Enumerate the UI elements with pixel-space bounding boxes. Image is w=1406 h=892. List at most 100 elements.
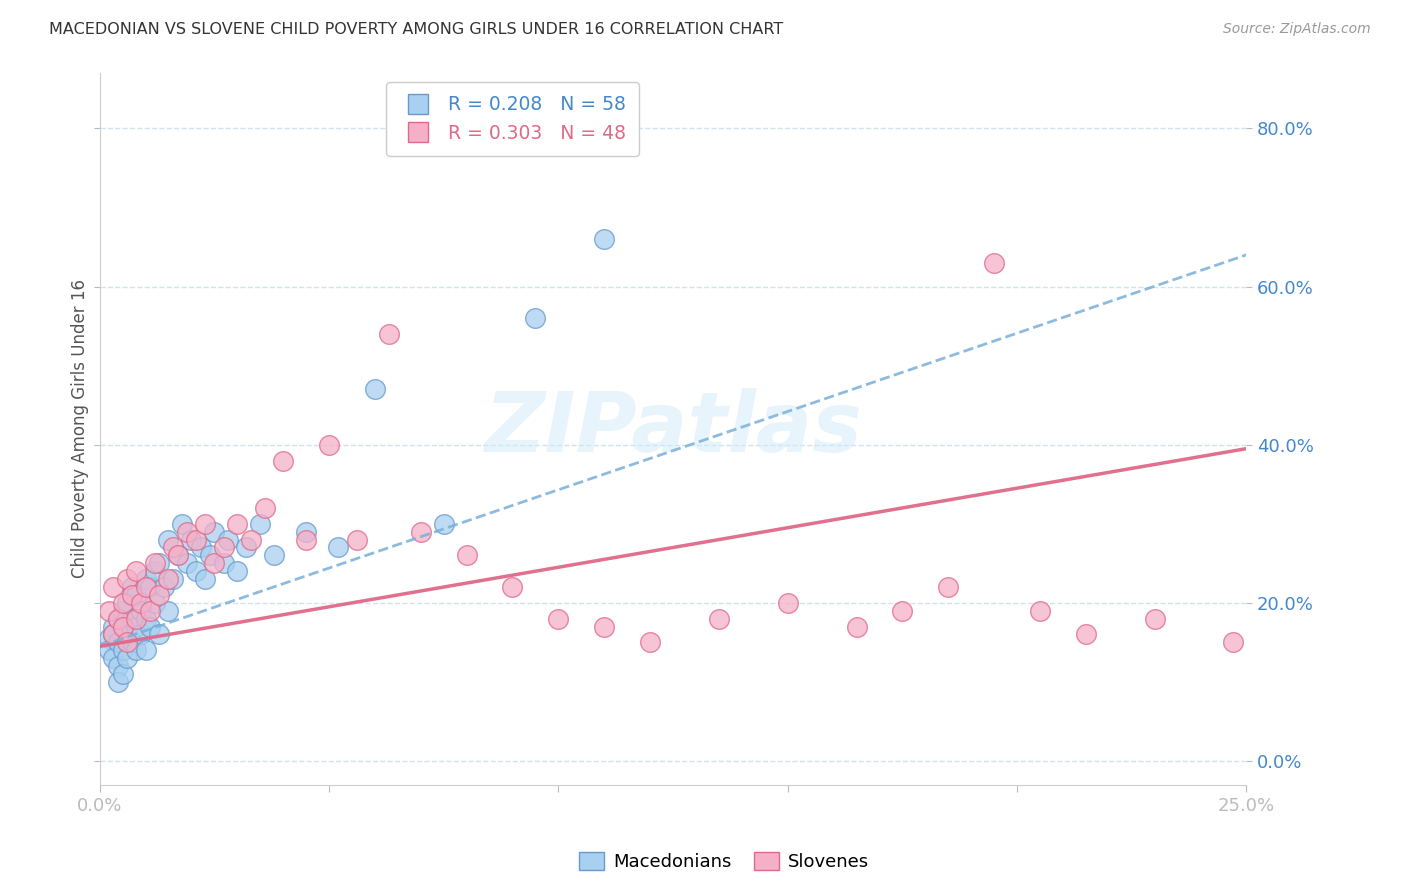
Point — [111, 596, 134, 610]
Point — [318, 438, 340, 452]
Point — [97, 643, 120, 657]
Point — [148, 557, 170, 571]
Point — [148, 588, 170, 602]
Point — [153, 580, 176, 594]
Point — [129, 604, 152, 618]
Text: ZIPatlas: ZIPatlas — [484, 388, 862, 469]
Point — [502, 580, 524, 594]
Point — [111, 667, 134, 681]
Point — [202, 524, 225, 539]
Point — [240, 533, 263, 547]
Point — [143, 557, 166, 571]
Point — [253, 500, 276, 515]
Point — [593, 232, 616, 246]
Point — [226, 516, 249, 531]
Point — [845, 619, 868, 633]
Point — [184, 564, 207, 578]
Point — [891, 604, 914, 618]
Point — [707, 612, 730, 626]
Point — [125, 564, 148, 578]
Point — [328, 541, 350, 555]
Point — [983, 256, 1005, 270]
Point — [125, 619, 148, 633]
Point — [139, 619, 162, 633]
Point — [194, 572, 217, 586]
Point — [249, 516, 271, 531]
Point — [139, 580, 162, 594]
Point — [547, 612, 569, 626]
Point — [115, 596, 138, 610]
Point — [162, 541, 184, 555]
Point — [107, 612, 129, 626]
Point — [143, 596, 166, 610]
Point — [1143, 612, 1166, 626]
Text: Source: ZipAtlas.com: Source: ZipAtlas.com — [1223, 22, 1371, 37]
Point — [129, 596, 152, 610]
Point — [121, 588, 143, 602]
Y-axis label: Child Poverty Among Girls Under 16: Child Poverty Among Girls Under 16 — [72, 279, 89, 578]
Point — [180, 533, 202, 547]
Point — [776, 596, 799, 610]
Point — [1222, 635, 1244, 649]
Point — [121, 635, 143, 649]
Point — [190, 541, 212, 555]
Point — [176, 524, 198, 539]
Text: MACEDONIAN VS SLOVENE CHILD POVERTY AMONG GIRLS UNDER 16 CORRELATION CHART: MACEDONIAN VS SLOVENE CHILD POVERTY AMON… — [49, 22, 783, 37]
Point — [295, 524, 318, 539]
Point — [377, 326, 399, 341]
Point — [103, 627, 125, 641]
Point — [111, 643, 134, 657]
Point — [111, 619, 134, 633]
Point — [139, 604, 162, 618]
Point — [271, 453, 294, 467]
Point — [107, 659, 129, 673]
Point — [184, 533, 207, 547]
Point — [202, 557, 225, 571]
Point — [1074, 627, 1097, 641]
Point — [129, 627, 152, 641]
Point — [125, 643, 148, 657]
Point — [125, 588, 148, 602]
Point — [176, 557, 198, 571]
Point — [107, 675, 129, 690]
Point — [198, 549, 221, 563]
Point — [103, 627, 125, 641]
Point — [111, 619, 134, 633]
Point — [103, 619, 125, 633]
Point — [194, 516, 217, 531]
Point — [295, 533, 318, 547]
Point — [103, 580, 125, 594]
Point — [235, 541, 257, 555]
Point — [143, 564, 166, 578]
Point — [135, 580, 157, 594]
Point — [456, 549, 478, 563]
Point — [148, 627, 170, 641]
Point — [212, 557, 235, 571]
Point — [135, 572, 157, 586]
Point — [166, 549, 188, 563]
Point — [111, 604, 134, 618]
Point — [103, 651, 125, 665]
Legend: Macedonians, Slovenes: Macedonians, Slovenes — [572, 846, 876, 879]
Point — [212, 541, 235, 555]
Point — [115, 627, 138, 641]
Point — [162, 572, 184, 586]
Point — [135, 643, 157, 657]
Point — [226, 564, 249, 578]
Point — [166, 549, 188, 563]
Point — [364, 382, 387, 396]
Point — [433, 516, 456, 531]
Point — [115, 635, 138, 649]
Point — [409, 524, 432, 539]
Point — [115, 651, 138, 665]
Point — [97, 604, 120, 618]
Point — [157, 533, 180, 547]
Point — [936, 580, 959, 594]
Point — [107, 635, 129, 649]
Point — [107, 612, 129, 626]
Legend: R = 0.208   N = 58, R = 0.303   N = 48: R = 0.208 N = 58, R = 0.303 N = 48 — [387, 82, 638, 156]
Point — [125, 612, 148, 626]
Point — [524, 311, 547, 326]
Point — [172, 516, 194, 531]
Point — [263, 549, 285, 563]
